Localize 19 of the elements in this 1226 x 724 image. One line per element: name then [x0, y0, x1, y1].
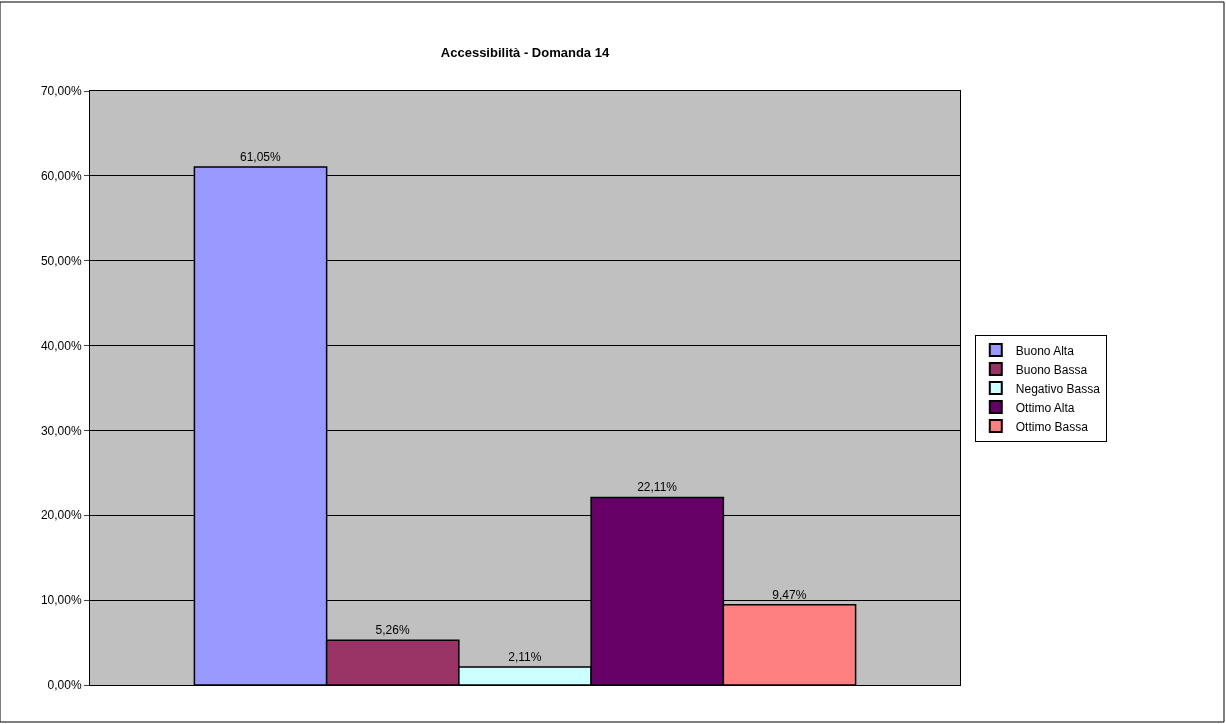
legend-label: Buono Alta [1015, 343, 1075, 358]
y-tick-label: 30,00% [40, 423, 82, 438]
legend-label: Buono Bassa [1015, 362, 1088, 377]
y-tick-label: 70,00% [40, 84, 82, 99]
legend-label: Ottimo Bassa [1015, 419, 1089, 434]
data-label: 2,11% [508, 650, 542, 665]
data-label: 22,11% [637, 480, 678, 495]
y-tick-label: 10,00% [40, 593, 82, 608]
y-tick-label: 0,00% [47, 678, 82, 693]
data-label: 61,05% [240, 149, 282, 164]
y-tick-label: 40,00% [40, 338, 82, 353]
data-label: 5,26% [375, 623, 410, 638]
y-tick-label: 20,00% [40, 508, 82, 523]
legend-label: Negativo Bassa [1015, 381, 1101, 396]
chart-title: Accessibilità - Domanda 14 [440, 44, 610, 60]
y-tick-label: 50,00% [40, 253, 82, 268]
legend-label: Ottimo Alta [1015, 400, 1075, 415]
y-tick-label: 60,00% [40, 169, 82, 184]
data-label: 9,47% [772, 587, 807, 602]
